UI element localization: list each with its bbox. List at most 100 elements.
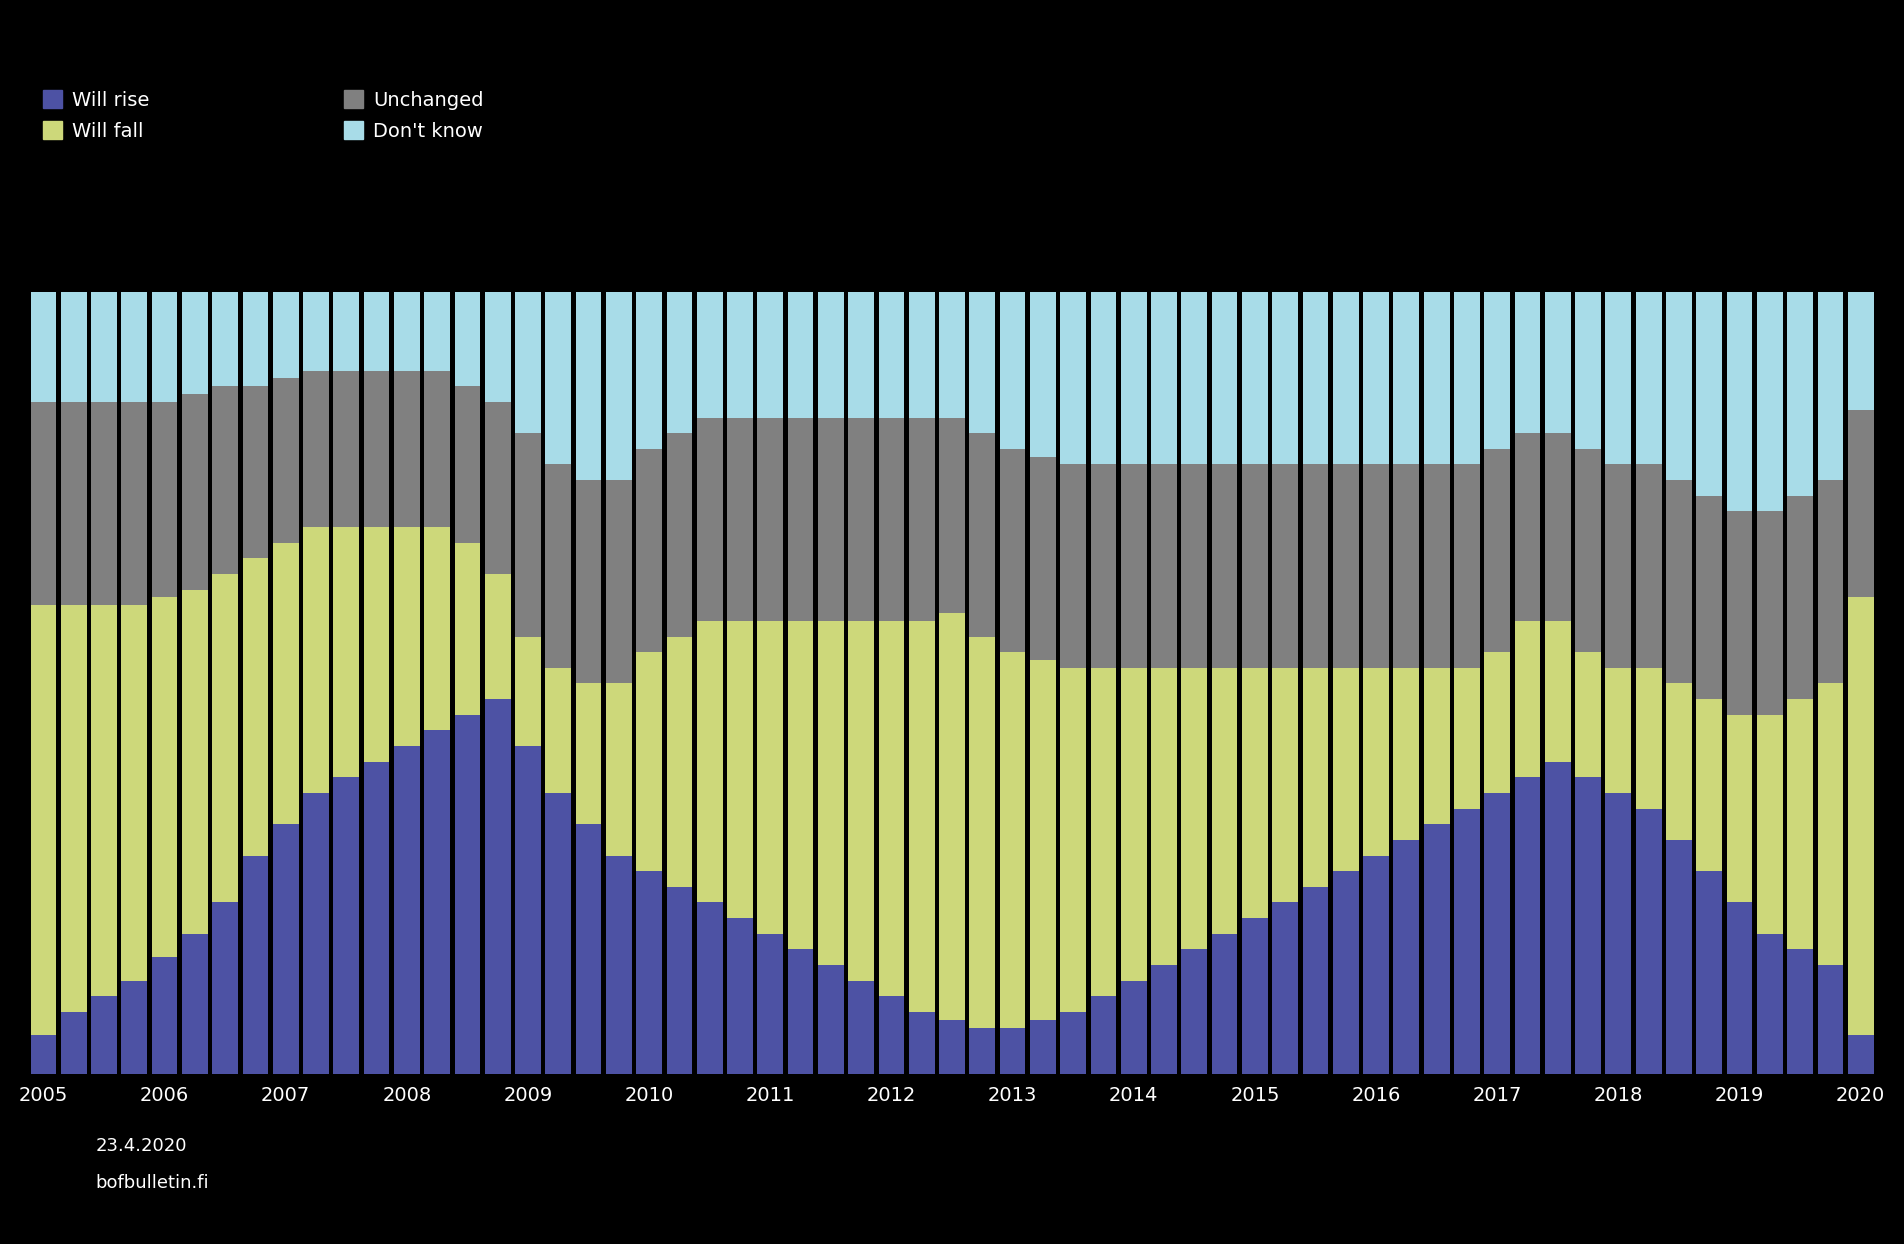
Bar <box>211 387 238 573</box>
Bar <box>122 980 147 1075</box>
Bar <box>1818 683 1843 965</box>
Bar <box>969 433 996 637</box>
Bar <box>1727 715 1752 902</box>
Bar <box>486 292 510 402</box>
Bar <box>1727 292 1752 511</box>
Bar <box>1727 902 1752 1075</box>
Bar <box>1575 449 1601 652</box>
Bar <box>1152 464 1177 668</box>
Bar <box>1514 621 1540 778</box>
Text: 23.4.2020: 23.4.2020 <box>95 1137 187 1154</box>
Bar <box>1696 699 1721 871</box>
Bar <box>666 637 693 887</box>
Bar <box>1636 809 1662 1075</box>
Bar <box>1182 464 1207 668</box>
Bar <box>545 464 571 668</box>
Bar <box>1061 292 1085 464</box>
Bar <box>61 1011 86 1075</box>
Bar <box>1241 464 1268 668</box>
Bar <box>1333 871 1359 1075</box>
Bar <box>1757 511 1782 715</box>
Bar <box>1847 292 1874 409</box>
Bar <box>1000 1028 1026 1075</box>
Bar <box>605 683 632 856</box>
Bar <box>152 957 177 1075</box>
Bar <box>788 621 813 949</box>
Bar <box>455 387 480 542</box>
Bar <box>1605 292 1632 464</box>
Bar <box>455 292 480 387</box>
Bar <box>1000 292 1026 449</box>
Bar <box>1455 292 1479 464</box>
Bar <box>1211 934 1238 1075</box>
Bar <box>575 480 602 683</box>
Bar <box>758 934 783 1075</box>
Bar <box>1061 464 1085 668</box>
Bar <box>1788 496 1813 699</box>
Bar <box>788 292 813 418</box>
Bar <box>1121 668 1146 980</box>
Bar <box>1847 1035 1874 1075</box>
Bar <box>1455 668 1479 809</box>
Bar <box>1091 464 1116 668</box>
Bar <box>878 621 904 996</box>
Bar <box>575 825 602 1075</box>
Bar <box>1241 918 1268 1075</box>
Bar <box>575 683 602 825</box>
Bar <box>1605 464 1632 668</box>
Bar <box>364 761 390 1075</box>
Bar <box>1211 464 1238 668</box>
Bar <box>878 996 904 1075</box>
Bar <box>211 573 238 902</box>
Bar <box>697 418 724 621</box>
Bar <box>1121 464 1146 668</box>
Bar <box>1424 292 1449 464</box>
Bar <box>697 621 724 902</box>
Bar <box>152 292 177 402</box>
Bar <box>1544 292 1571 433</box>
Bar <box>486 699 510 1075</box>
Bar <box>908 621 935 1011</box>
Bar <box>1788 292 1813 496</box>
Bar <box>878 292 904 418</box>
Bar <box>727 418 752 621</box>
Bar <box>908 292 935 418</box>
Bar <box>333 778 360 1075</box>
Bar <box>1091 996 1116 1075</box>
Bar <box>1302 668 1329 887</box>
Bar <box>455 542 480 715</box>
Bar <box>1030 1020 1055 1075</box>
Bar <box>849 292 874 418</box>
Bar <box>939 613 965 1020</box>
Bar <box>1272 292 1299 464</box>
Bar <box>1514 433 1540 621</box>
Bar <box>1424 825 1449 1075</box>
Bar <box>636 292 663 449</box>
Bar <box>272 378 299 542</box>
Bar <box>1485 449 1510 652</box>
Bar <box>394 292 419 371</box>
Bar <box>969 637 996 1028</box>
Bar <box>1121 292 1146 464</box>
Bar <box>1757 715 1782 934</box>
Bar <box>575 292 602 480</box>
Bar <box>666 292 693 433</box>
Bar <box>1333 464 1359 668</box>
Bar <box>1424 668 1449 825</box>
Bar <box>152 402 177 597</box>
Bar <box>30 606 57 1035</box>
Bar <box>1363 668 1388 856</box>
Bar <box>333 292 360 371</box>
Bar <box>122 606 147 980</box>
Bar <box>605 856 632 1075</box>
Bar <box>878 418 904 621</box>
Bar <box>516 746 541 1075</box>
Bar <box>1030 661 1055 1020</box>
Bar <box>788 949 813 1075</box>
Bar <box>1605 668 1632 792</box>
Bar <box>1000 652 1026 1028</box>
Bar <box>425 527 449 730</box>
Bar <box>758 292 783 418</box>
Bar <box>122 292 147 402</box>
Bar <box>1605 792 1632 1075</box>
